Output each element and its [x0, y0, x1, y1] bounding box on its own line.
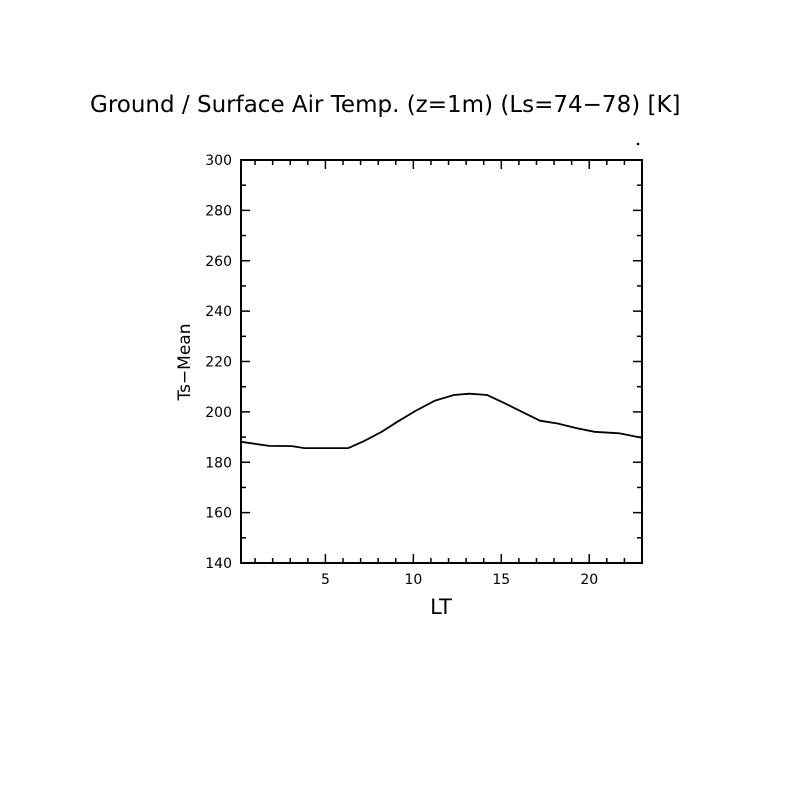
y-tick-label: 140: [205, 556, 232, 572]
y-tick-label: 160: [205, 506, 232, 522]
y-axis-label: Ts−Mean: [175, 324, 195, 402]
axis-ticks: [241, 159, 643, 564]
marker-dot: [636, 142, 640, 146]
y-tick-label: 200: [205, 405, 232, 421]
y-tick-label: 180: [205, 455, 232, 471]
y-tick-label: 280: [205, 203, 232, 219]
y-tick-label: 240: [205, 304, 232, 320]
y-tick-label: 220: [205, 355, 232, 371]
x-axis-label: LT: [430, 595, 452, 619]
chart-title: Ground / Surface Air Temp. (z=1m) (Ls=74…: [90, 92, 681, 118]
series-line: [240, 392, 643, 449]
plot-frame: [240, 159, 643, 564]
y-tick-label: 260: [205, 254, 232, 270]
x-tick-label: 5: [321, 572, 330, 588]
y-tick-label: 300: [205, 153, 232, 169]
x-tick-label: 20: [580, 572, 598, 588]
x-tick-label: 10: [404, 572, 422, 588]
x-tick-label: 15: [492, 572, 510, 588]
tick-labels: 5 10 15 20 140 160 180 200 220 240 260 280 300: [205, 153, 598, 588]
